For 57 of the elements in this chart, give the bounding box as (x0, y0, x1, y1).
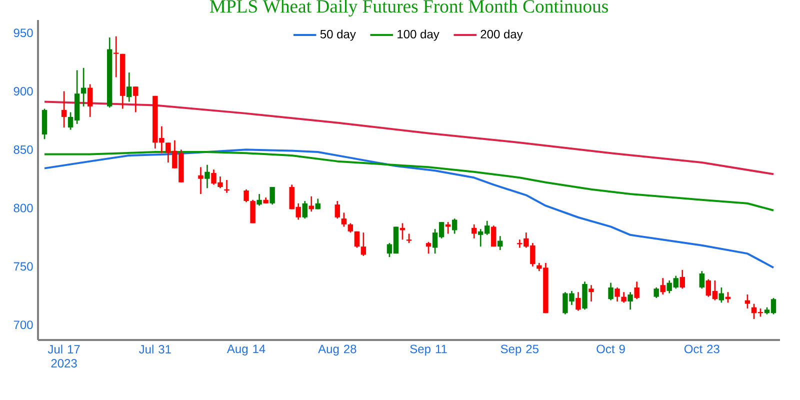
candlestick (341, 212, 347, 228)
candlestick (354, 230, 360, 248)
candlestick (334, 200, 340, 220)
candlestick (87, 84, 93, 118)
candlestick (491, 224, 496, 248)
candlestick (244, 188, 249, 203)
candlestick (61, 90, 67, 128)
candlestick (270, 186, 275, 206)
candlestick (471, 224, 477, 240)
candlestick (256, 193, 262, 206)
candlestick (114, 36, 119, 78)
candlestick (198, 166, 204, 195)
candlestick (576, 291, 581, 312)
candlestick (348, 222, 354, 234)
x-tick-label: Jul 31 (139, 344, 171, 354)
candlestick (426, 241, 432, 254)
x-tick-label: Jul 17 2023 (48, 344, 80, 368)
candlestick (250, 199, 256, 224)
y-tick-label: 800 (14, 204, 33, 212)
candlestick (680, 269, 685, 290)
candlestick (744, 294, 750, 310)
y-tick-label: 750 (14, 262, 33, 271)
candlestick (133, 86, 138, 113)
x-tick-label: Aug 14 (226, 344, 266, 356)
candlestick (588, 284, 594, 302)
line-series (44, 150, 774, 212)
legend-label: 100 day (398, 30, 440, 41)
y-tick-label: 950 (14, 28, 33, 38)
line-series (44, 100, 774, 176)
candlestick (660, 277, 666, 296)
candlestick (452, 218, 458, 234)
candlestick (308, 196, 314, 212)
candlestick (608, 282, 614, 301)
candlestick (634, 280, 640, 300)
candlestick (718, 286, 724, 304)
candlestick (621, 291, 626, 304)
y-tick-label: 850 (14, 145, 33, 154)
x-tick-label: Oct 9 (596, 344, 625, 354)
x-tick-label: Aug 28 (318, 344, 356, 356)
legend-label: 50 day (320, 30, 356, 41)
candlestick (204, 164, 210, 189)
candlestick (224, 179, 230, 194)
candlestick (80, 67, 86, 108)
y-tick-label: 900 (14, 86, 33, 96)
legend-label: 200 day (480, 30, 523, 41)
candlestick (498, 235, 503, 251)
x-tick-label: Sep 11 (410, 344, 447, 356)
candlestick (360, 232, 366, 257)
candlestick (628, 291, 633, 310)
candlestick (614, 286, 620, 302)
candlestick (126, 72, 132, 102)
y-tick-label: 700 (14, 320, 33, 330)
candlestick (302, 200, 308, 220)
x-tick-label: Oct 23 (684, 344, 720, 354)
x-tick-label: Sep 25 (500, 344, 538, 356)
candlestick (654, 286, 659, 299)
candlestick (699, 270, 705, 290)
